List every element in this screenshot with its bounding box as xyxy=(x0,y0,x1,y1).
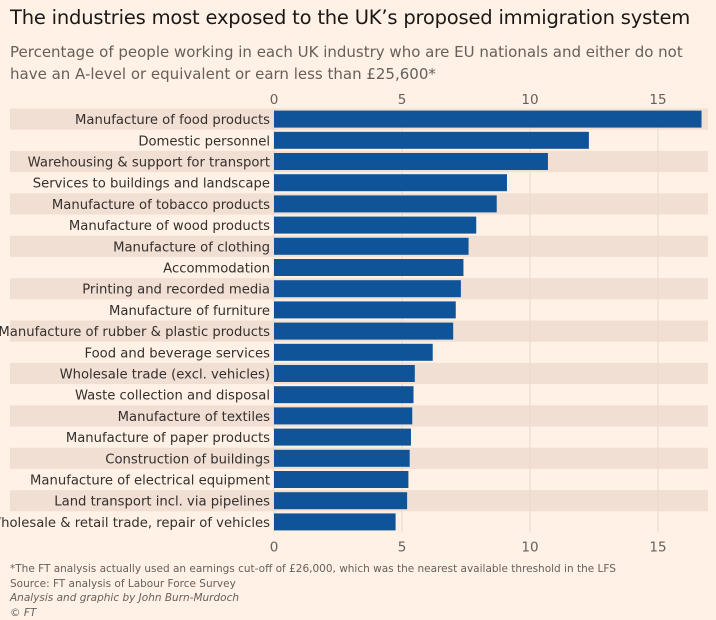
credit-note: Analysis and graphic by John Burn-Murdoc… xyxy=(10,591,616,606)
bar xyxy=(274,492,407,509)
bar xyxy=(274,365,415,382)
chart-footer: *The FT analysis actually used an earnin… xyxy=(10,562,616,620)
category-label: Printing and recorded media xyxy=(82,283,270,298)
tick-label-bottom: 10 xyxy=(521,540,538,556)
category-label: Manufacture of clothing xyxy=(113,240,270,255)
category-label: Manufacture of tobacco products xyxy=(52,198,270,213)
category-label: Waste collection and disposal xyxy=(75,389,270,404)
category-label: Warehousing & support for transport xyxy=(28,156,270,171)
source-note: Source: FT analysis of Labour Force Surv… xyxy=(10,577,616,592)
category-label: Food and beverage services xyxy=(84,346,270,361)
category-label: Land transport incl. via pipelines xyxy=(54,495,270,510)
category-label: Construction of buildings xyxy=(105,452,270,467)
bar xyxy=(274,513,396,530)
bar-chart: Manufacture of food products Domestic per… xyxy=(0,0,716,560)
bar xyxy=(274,450,410,467)
tick-label-top: 10 xyxy=(521,92,538,108)
bar xyxy=(274,386,414,403)
bar xyxy=(274,217,476,234)
tick-label-bottom: 5 xyxy=(398,540,407,556)
category-label: Manufacture of furniture xyxy=(109,304,270,319)
tick-label-top: 5 xyxy=(398,92,407,108)
tick-label-bottom: 0 xyxy=(270,540,279,556)
category-label: Accommodation xyxy=(163,262,270,277)
footnote: *The FT analysis actually used an earnin… xyxy=(10,562,616,577)
category-label: Domestic personnel xyxy=(138,134,270,149)
tick-label-bottom: 15 xyxy=(649,540,666,556)
bar xyxy=(274,174,507,191)
bar xyxy=(274,195,497,212)
category-label: Manufacture of food products xyxy=(75,113,270,128)
category-label: Wholesale trade (excl. vehicles) xyxy=(60,368,270,383)
bottom-axis-ticks: 0 5 10 15 xyxy=(270,540,667,556)
category-label: Wholesale & retail trade, repair of vehi… xyxy=(0,516,270,531)
bar xyxy=(274,407,412,424)
tick-label-top: 15 xyxy=(649,92,666,108)
tick-label-top: 0 xyxy=(270,92,279,108)
category-label: Manufacture of rubber & plastic products xyxy=(0,325,270,340)
bar xyxy=(274,153,548,170)
bar xyxy=(274,259,463,276)
bar xyxy=(274,429,411,446)
bar xyxy=(274,323,453,340)
bar xyxy=(274,111,702,128)
category-label: Manufacture of wood products xyxy=(69,219,270,234)
bar xyxy=(274,238,469,255)
category-label: Manufacture of paper products xyxy=(66,431,270,446)
bar xyxy=(274,132,589,149)
bar xyxy=(274,344,433,361)
category-label: Manufacture of electrical equipment xyxy=(30,474,270,489)
category-label: Manufacture of textiles xyxy=(118,410,270,425)
top-axis-ticks: 0 5 10 15 xyxy=(270,92,667,108)
bar xyxy=(274,301,456,318)
bar xyxy=(274,471,408,488)
bar xyxy=(274,280,461,297)
category-label: Services to buildings and landscape xyxy=(33,177,270,192)
